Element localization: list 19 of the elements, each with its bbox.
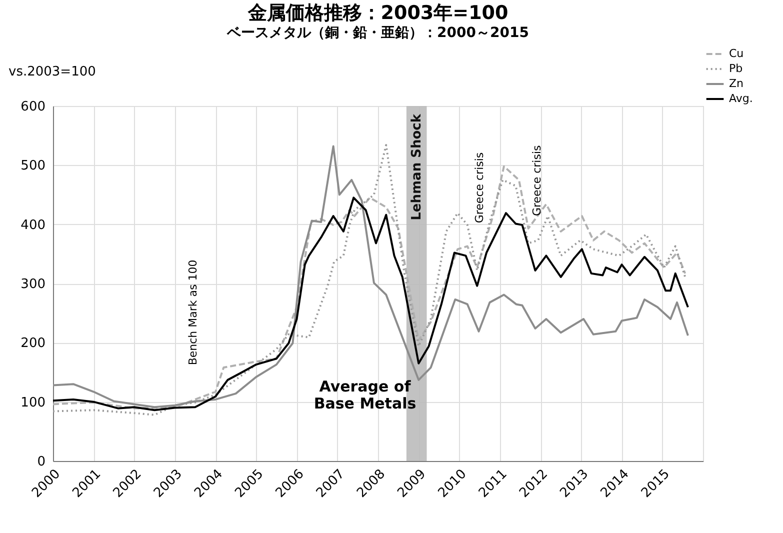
legend-label: Pb	[729, 62, 743, 75]
band-label: Lehman Shock	[410, 114, 425, 220]
y-tick-label: 300	[20, 277, 46, 292]
y-tick-label: 600	[20, 100, 46, 114]
y-tick-label: 500	[20, 158, 46, 174]
y-tick-label: 100	[20, 395, 46, 410]
chart-title: 金属価格推移：2003年=100	[246, 2, 508, 24]
chart-subtitle: ベースメタル（銅・鉛・亜鉛）：2000～2015	[226, 25, 529, 41]
annotation: Average of Base Metals	[314, 377, 416, 412]
legend-label: Avg.	[729, 92, 753, 105]
y-axis-title: vs.2003=100	[8, 64, 96, 80]
annotation: Greece crisis	[530, 144, 544, 216]
legend-label: Cu	[729, 47, 744, 60]
y-tick-label: 200	[20, 336, 46, 352]
annotation: Greece crisis	[473, 152, 486, 224]
legend-label: Zn	[729, 77, 744, 90]
annotation: Bench Mark as 100	[186, 260, 200, 366]
y-tick-label: 0	[37, 454, 46, 470]
y-tick-label: 400	[20, 218, 46, 233]
